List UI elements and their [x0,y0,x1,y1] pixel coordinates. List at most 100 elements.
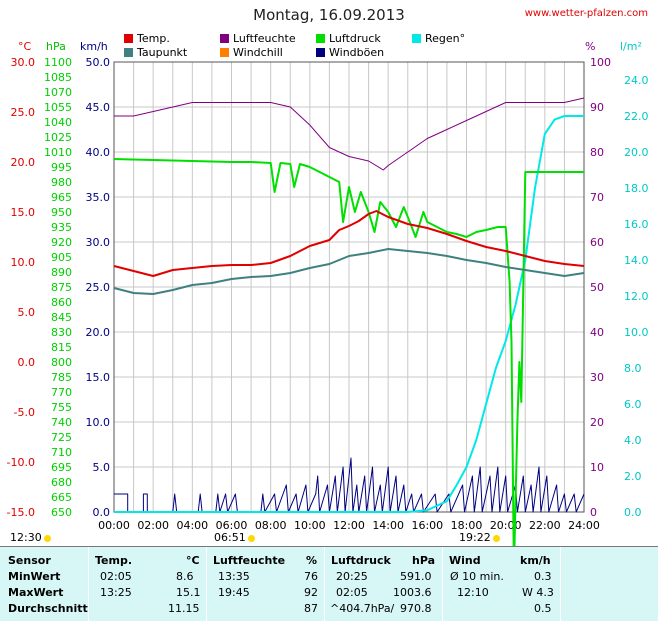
stats-table: Sensor Temp. °C Luftfeuchte % Luftdruck … [0,546,658,621]
wind-tick-label: 5.0 [93,461,111,474]
pressure-tick-label: 755 [51,401,72,414]
temp-tick-label: 25.0 [11,106,36,119]
rain-tick-label: 20.0 [624,146,649,159]
pressure-tick-label: 950 [51,206,72,219]
wind-tick-label: 35.0 [86,191,111,204]
avg-temp-val: 11.15 [168,602,200,615]
wind-tick-label: 0.0 [93,506,111,519]
rain-tick-label: 22.0 [624,110,649,123]
temp-tick-label: 5.0 [18,306,36,319]
row-label-avg: Durchschnitt [8,602,88,615]
wind-tick-label: 10.0 [86,416,111,429]
rain-tick-label: 24.0 [624,74,649,87]
header-wind: Wind [449,554,481,567]
pressure-tick-label: 845 [51,311,72,324]
rain-tick-label: 10.0 [624,326,649,339]
pressure-tick-label: 965 [51,191,72,204]
time-marker-left: 12:30 [10,531,51,544]
sun-icon [44,535,51,542]
pressure-tick-label: 665 [51,491,72,504]
pressure-tick-label: 710 [51,446,72,459]
pressure-tick-label: 980 [51,176,72,189]
header-pressure: Luftdruck [331,554,391,567]
pressure-tick-label: 860 [51,296,72,309]
pressure-tick-label: 695 [51,461,72,474]
rain-tick-label: 14.0 [624,254,649,267]
humidity-tick-label: 70 [590,191,604,204]
pressure-tick-label: 1085 [44,71,72,84]
pressure-tick-label: 1025 [44,131,72,144]
humidity-tick-label: 100 [590,56,611,69]
avg-hum-val: 87 [304,602,318,615]
humidity-tick-label: 30 [590,371,604,384]
rain-tick-label: 4.0 [624,434,642,447]
min-press-time: 20:25 [336,570,368,583]
temp-tick-label: 20.0 [11,156,36,169]
max-wind-val: W 4.3 [522,586,554,599]
col-divider [442,547,443,621]
temp-tick-label: -10.0 [7,456,35,469]
rain-tick-label: 8.0 [624,362,642,375]
pressure-tick-label: 905 [51,251,72,264]
min-hum-val: 76 [304,570,318,583]
max-hum-val: 92 [304,586,318,599]
header-temp-unit: °C [186,554,200,567]
pressure-tick-label: 1100 [44,56,72,69]
wind-tick-label: 50.0 [86,56,111,69]
weather-chart: 30.025.020.015.010.05.00.0-5.0-10.0-15.0… [0,0,658,546]
rain-tick-label: 6.0 [624,398,642,411]
humidity-tick-label: 80 [590,146,604,159]
humidity-tick-label: 90 [590,101,604,114]
rain-tick-label: 12.0 [624,290,649,303]
x-tick-label: 12:00 [333,519,365,532]
temp-tick-label: 0.0 [18,356,36,369]
wind-tick-label: 30.0 [86,236,111,249]
rain-tick-label: 18.0 [624,182,649,195]
header-temp: Temp. [95,554,132,567]
min-wind-val: 0.3 [534,570,552,583]
max-temp-time: 13:25 [100,586,132,599]
pressure-tick-label: 650 [51,506,72,519]
rain-tick-label: 2.0 [624,470,642,483]
wind-tick-label: 45.0 [86,101,111,114]
pressure-tick-label: 815 [51,341,72,354]
pressure-tick-label: 890 [51,266,72,279]
pressure-tick-label: 680 [51,476,72,489]
sunset-marker: 19:22 [459,531,500,544]
pressure-tick-label: 770 [51,386,72,399]
sunset-icon [493,535,500,542]
sunrise-marker: 06:51 [214,531,255,544]
wind-tick-label: 25.0 [86,281,111,294]
x-tick-label: 04:00 [176,519,208,532]
pressure-tick-label: 1010 [44,146,72,159]
pressure-tick-label: 1040 [44,116,72,129]
humidity-tick-label: 10 [590,461,604,474]
temp-tick-label: 30.0 [11,56,36,69]
sunrise-icon [248,535,255,542]
header-wind-unit: km/h [520,554,551,567]
row-label-max: MaxWert [8,586,63,599]
humidity-tick-label: 40 [590,326,604,339]
pressure-tick-label: 800 [51,356,72,369]
pressure-tick-label: 740 [51,416,72,429]
pressure-tick-label: 785 [51,371,72,384]
min-wind-time: Ø 10 min. [450,570,504,583]
x-tick-label: 00:00 [98,519,130,532]
x-tick-label: 14:00 [372,519,404,532]
pressure-tick-label: 725 [51,431,72,444]
wind-tick-label: 40.0 [86,146,111,159]
temp-tick-label: 15.0 [11,206,36,219]
rain-tick-label: 16.0 [624,218,649,231]
col-divider [560,547,561,621]
pressure-tick-label: 830 [51,326,72,339]
x-tick-label: 08:00 [255,519,287,532]
col-divider [206,547,207,621]
pressure-tick-label: 995 [51,161,72,174]
pressure-tick-label: 875 [51,281,72,294]
x-tick-label: 02:00 [137,519,169,532]
max-hum-time: 19:45 [218,586,250,599]
min-press-val: 591.0 [400,570,432,583]
header-humidity: Luftfeuchte [213,554,285,567]
rain-tick-label: 0.0 [624,506,642,519]
wind-tick-label: 20.0 [86,326,111,339]
